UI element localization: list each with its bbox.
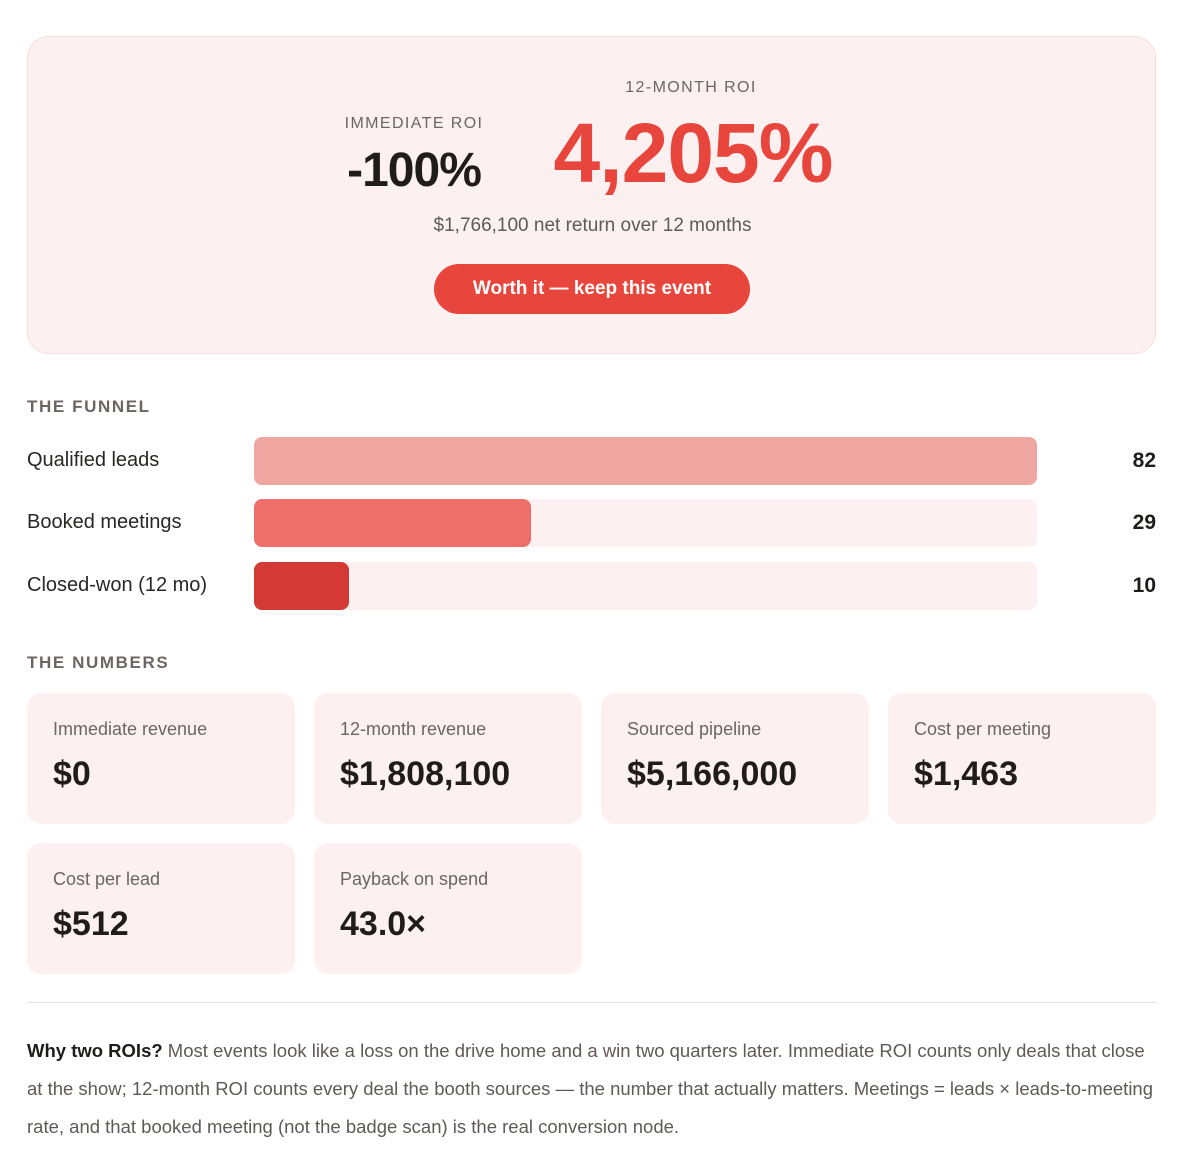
funnel-bar-fill — [254, 499, 531, 547]
funnel-value: 10 — [1132, 574, 1156, 597]
metric-value: $512 — [53, 905, 129, 943]
metric-card-sourced-pipeline: Sourced pipeline $5,166,000 — [601, 693, 869, 824]
funnel-label: Qualified leads — [27, 449, 160, 471]
funnel-bar-fill — [254, 437, 1037, 485]
funnel-section-title: THE FUNNEL — [27, 397, 151, 416]
metric-label: Payback on spend — [340, 869, 489, 889]
metric-label: Sourced pipeline — [627, 719, 762, 739]
funnel-bar-track — [254, 499, 1037, 547]
metric-value: $5,166,000 — [627, 755, 798, 793]
immediate-roi-label: IMMEDIATE ROI — [344, 115, 484, 132]
metric-card-cost-per-lead: Cost per lead $512 — [27, 843, 295, 974]
note-body: Most events look like a loss on the driv… — [27, 1040, 1154, 1137]
note-heading: Why two ROIs? — [27, 1040, 163, 1061]
metric-value: $0 — [53, 755, 91, 793]
funnel-label: Closed-won (12 mo) — [27, 574, 208, 596]
section-divider — [27, 1002, 1156, 1003]
funnel-label: Booked meetings — [27, 511, 182, 533]
immediate-roi-value: -100% — [347, 144, 482, 197]
funnel-bar-track — [254, 437, 1037, 485]
metric-label: 12-month revenue — [340, 719, 487, 739]
metric-value: 43.0× — [340, 905, 427, 943]
funnel-row-booked-meetings: Booked meetings 29 — [27, 499, 1156, 547]
net-return-text: $1,766,100 net return over 12 months — [433, 215, 752, 236]
metric-card-payback-on-spend: Payback on spend 43.0× — [314, 843, 582, 974]
numbers-section-title: THE NUMBERS — [27, 653, 170, 672]
roi-summary-panel: IMMEDIATE ROI -100% 12-MONTH ROI 4,205% … — [27, 36, 1156, 354]
metric-card-12-month-revenue: 12-month revenue $1,808,100 — [314, 693, 582, 824]
metric-value: $1,463 — [914, 755, 1018, 793]
funnel-value: 82 — [1132, 449, 1156, 472]
funnel-row-closed-won: Closed-won (12 mo) 10 — [27, 562, 1156, 610]
verdict-button[interactable]: Worth it — keep this event — [434, 264, 750, 314]
metric-value: $1,808,100 — [340, 755, 511, 793]
twelve-month-roi-label: 12-MONTH ROI — [625, 79, 757, 96]
metric-card-immediate-revenue: Immediate revenue $0 — [27, 693, 295, 824]
metric-label: Cost per lead — [53, 869, 161, 889]
metric-card-cost-per-meeting: Cost per meeting $1,463 — [888, 693, 1156, 824]
funnel-value: 29 — [1132, 511, 1156, 534]
explanation-note: Why two ROIs? Most events look like a lo… — [27, 1032, 1159, 1146]
funnel-bar-fill — [254, 562, 350, 610]
metric-label: Cost per meeting — [914, 719, 1052, 739]
twelve-month-roi-value: 4,205% — [553, 106, 834, 200]
funnel-row-qualified-leads: Qualified leads 82 — [27, 437, 1156, 485]
funnel-bar-track — [254, 562, 1037, 610]
metric-label: Immediate revenue — [53, 719, 208, 739]
